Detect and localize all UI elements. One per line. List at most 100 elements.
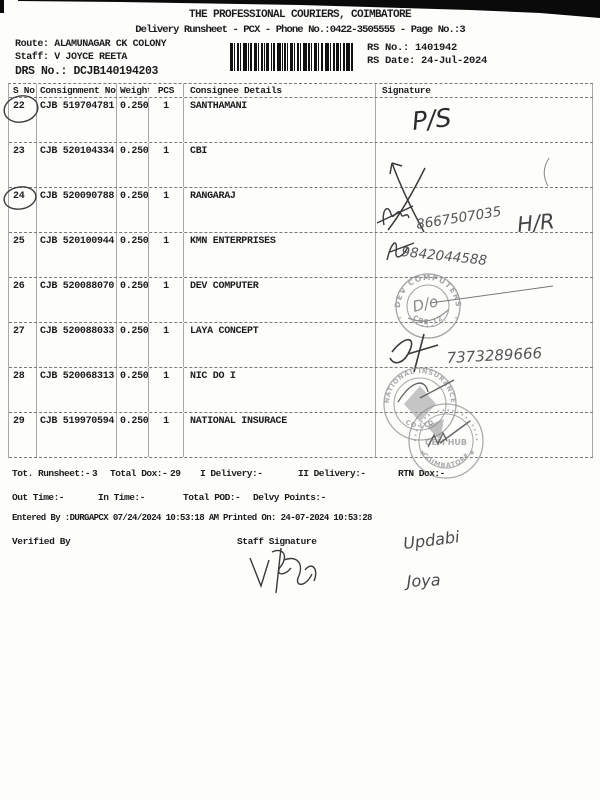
cell-pcs: 1 — [149, 278, 184, 322]
total-dox-label: Total Dox:- — [110, 468, 168, 479]
cell-consignment: CJB 520068313 — [37, 368, 117, 412]
cell-weight: 0.250 — [117, 143, 149, 187]
cell-consignee: NATIONAL INSURACE — [184, 413, 376, 457]
cell-signature — [376, 188, 593, 232]
cell-sno: 25 — [9, 233, 37, 277]
cell-sno: 22 — [9, 98, 37, 142]
rs-date-value: 24-Jul-2024 — [421, 55, 488, 67]
route-value: ALAMUNAGAR CK COLONY — [54, 39, 167, 50]
header-consignment: Consignment No — [37, 84, 117, 97]
cell-pcs: 1 — [149, 188, 184, 232]
in-time-label: In Time:- — [98, 492, 145, 503]
cell-pcs: 1 — [149, 233, 184, 277]
table-row: 22 CJB 519704781 0.250 1 SANTHAMANI — [9, 98, 593, 143]
rs-no-value: 1401942 — [415, 42, 458, 54]
cell-sno: 24 — [9, 188, 37, 232]
cell-consignee: RANGARAJ — [184, 188, 376, 232]
ii-delivery-label: II Delivery:- — [298, 468, 366, 479]
cell-pcs: 1 — [149, 323, 184, 367]
cell-signature — [376, 368, 593, 412]
runsheet-table: S No Consignment No Weight PCS Consignee… — [8, 83, 593, 458]
handwritten-name-2: Joya — [403, 570, 441, 591]
cell-consignment: CJB 520100944 — [37, 233, 117, 277]
cell-consignment: CJB 520088070 — [37, 278, 117, 322]
tot-runsheet-label: Tot. Runsheet:- — [12, 468, 91, 479]
cell-signature — [376, 98, 593, 142]
cell-weight: 0.250 — [117, 233, 149, 277]
summary-line-1: Tot. Runsheet:- 3 Total Dox:- 29 I Deliv… — [0, 468, 600, 482]
drs-label: DRS No.: — [15, 65, 68, 78]
entered-by: Entered By :DURGAPCX 07/24/2024 10:53:18… — [12, 513, 219, 523]
header-sno: S No — [9, 84, 37, 97]
verified-line: Verified By Staff Signature — [0, 536, 600, 548]
cell-sno: 27 — [9, 323, 37, 367]
company-title: THE PROFESSIONAL COURIERS, COIMBATORE — [188, 9, 412, 21]
barcode — [230, 43, 353, 71]
rs-date-label: RS Date: — [367, 55, 416, 67]
cell-sno: 26 — [9, 278, 37, 322]
cell-consignment: CJB 520088033 — [37, 323, 117, 367]
cell-sno: 28 — [9, 368, 37, 412]
entered-printed-line: Entered By :DURGAPCX 07/24/2024 10:53:18… — [0, 513, 600, 525]
cell-weight: 0.250 — [117, 323, 149, 367]
cell-sno: 29 — [9, 413, 37, 457]
cell-pcs: 1 — [149, 143, 184, 187]
table-row: 29 CJB 519970594 0.250 1 NATIONAL INSURA… — [9, 413, 593, 458]
cell-weight: 0.250 — [117, 368, 149, 412]
rs-date-line: RS Date: 24-Jul-2024 — [367, 55, 487, 67]
cell-consignment: CJB 519970594 — [37, 413, 117, 457]
cell-weight: 0.250 — [117, 413, 149, 457]
printed-on: Printed On: 24-07-2024 10:53:28 — [223, 513, 372, 523]
table-row: 23 CJB 520104334 0.250 1 CBI — [9, 143, 593, 188]
cell-pcs: 1 — [149, 413, 184, 457]
staff-value: V JOYCE REETA — [54, 52, 128, 63]
rtn-dox-label: RTN Dox:- — [398, 468, 445, 479]
header-weight: Weight — [120, 85, 149, 96]
total-dox-value: 29 — [170, 468, 181, 479]
cell-consignment: CJB 519704781 — [37, 98, 117, 142]
table-row: 24 CJB 520090788 0.250 1 RANGARAJ — [9, 188, 593, 233]
total-pod-label: Total POD:- — [183, 492, 241, 503]
i-delivery-label: I Delivery:- — [200, 468, 263, 479]
document-subtitle: Delivery Runsheet - PCX - Phone No.:0422… — [135, 24, 465, 36]
cell-pcs: 1 — [149, 98, 184, 142]
header-signature: Signature — [376, 84, 593, 97]
staff-label: Staff: — [15, 52, 49, 63]
route-label: Route: — [15, 39, 49, 50]
cell-consignee: NIC DO I — [184, 368, 376, 412]
header-pcs: PCS — [149, 84, 184, 97]
cell-sno: 23 — [9, 143, 37, 187]
staff-signature-label: Staff Signature — [237, 536, 317, 547]
cell-signature — [376, 233, 593, 277]
cell-consignee: SANTHAMANI — [184, 98, 376, 142]
rs-no-line: RS No.: 1401942 — [367, 42, 457, 54]
staff-line: Staff: V JOYCE REETA — [15, 52, 127, 63]
table-row: 26 CJB 520088070 0.250 1 DEV COMPUTER — [9, 278, 593, 323]
cell-pcs: 1 — [149, 368, 184, 412]
cell-weight: 0.250 — [117, 98, 149, 142]
cell-signature — [376, 323, 593, 367]
cell-consignee: CBI — [184, 143, 376, 187]
drs-value: DCJB140194203 — [73, 65, 159, 78]
delvy-points-label: Delvy Points:- — [253, 492, 326, 503]
verified-by-label: Verified By — [12, 536, 71, 547]
tot-runsheet-value: 3 — [92, 468, 98, 479]
table-row: 25 CJB 520100944 0.250 1 KMN ENTERPRISES — [9, 233, 593, 278]
header-consignee: Consignee Details — [184, 84, 376, 97]
cell-signature — [376, 278, 593, 322]
cell-signature — [376, 413, 593, 457]
cell-consignment: CJB 520090788 — [37, 188, 117, 232]
table-header-row: S No Consignment No Weight PCS Consignee… — [9, 84, 593, 98]
cell-consignee: DEV COMPUTER — [184, 278, 376, 322]
summary-line-2: Out Time:- In Time:- Total POD:- Delvy P… — [0, 492, 600, 506]
table-row: 28 CJB 520068313 0.250 1 NIC DO I — [9, 368, 593, 413]
scan-edge-artifact — [0, 0, 600, 18]
table-row: 27 CJB 520088033 0.250 1 LAYA CONCEPT — [9, 323, 593, 368]
staff-signature-scribble — [249, 547, 317, 594]
cell-consignment: CJB 520104334 — [37, 143, 117, 187]
rs-no-label: RS No.: — [367, 42, 410, 54]
out-time-label: Out Time:- — [12, 492, 65, 503]
cell-consignee: LAYA CONCEPT — [184, 323, 376, 367]
drs-line: DRS No.: DCJB140194203 — [15, 65, 158, 78]
